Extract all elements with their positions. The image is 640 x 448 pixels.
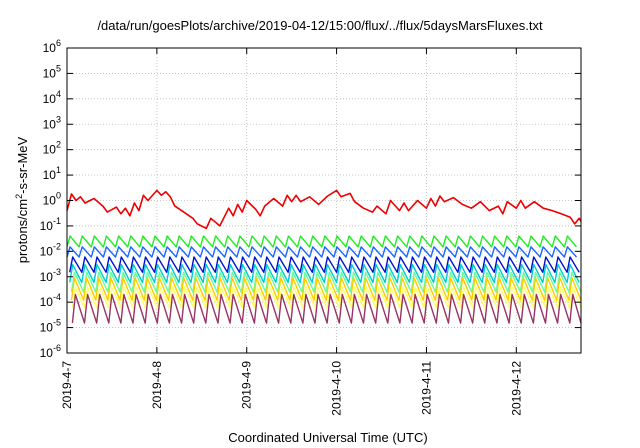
y-tick-label: 102 — [43, 140, 61, 157]
series-lines — [66, 189, 582, 324]
x-tick-label: 2019-4-7 — [60, 361, 74, 409]
x-axis-label: Coordinated Universal Time (UTC) — [228, 430, 428, 445]
y-tick-label: 103 — [43, 114, 61, 131]
series-line-1 — [66, 189, 582, 230]
y-axis-ticks: 10-6 10-5 10-4 10-3 10-2 10-1 100 101 102 103 104 1… — [40, 38, 581, 360]
x-axis-ticks: 2019-4-7 2019-4-8 2019-4-9 2019-4-10 2019-4-… — [60, 48, 523, 416]
series-line-8 — [71, 286, 582, 309]
y-tick-label: 10-2 — [40, 241, 61, 258]
series-line-6 — [70, 271, 582, 293]
x-tick-label: 2019-4-10 — [330, 361, 344, 416]
y-tick-label: 10-5 — [40, 318, 61, 335]
x-tick-label: 2019-4-11 — [419, 361, 433, 415]
y-tick-label: 10-3 — [40, 267, 61, 284]
series-line-2 — [66, 235, 578, 248]
y-tick-label: 105 — [43, 63, 61, 80]
series-line-4 — [69, 256, 580, 273]
series-line-9 — [71, 293, 582, 324]
x-tick-label: 2019-4-9 — [240, 361, 254, 409]
y-tick-label: 10-4 — [40, 292, 61, 309]
y-tick-label: 106 — [43, 38, 61, 55]
y-axis-label: protons/cm2-s-sr-MeV — [13, 136, 31, 264]
series-line-3 — [66, 246, 578, 258]
chart-title: /data/run/goesPlots/archive/2019-04-12/1… — [97, 18, 543, 33]
x-tick-label: 2019-4-8 — [150, 361, 164, 409]
y-tick-label: 101 — [43, 165, 61, 182]
series-line-5 — [69, 263, 580, 284]
x-tick-label: 2019-4-12 — [509, 361, 523, 416]
y-tick-label: 100 — [43, 191, 61, 208]
y-tick-label: 104 — [43, 89, 61, 106]
y-tick-label: 10-6 — [40, 343, 61, 360]
y-tick-label: 10-1 — [40, 216, 61, 233]
series-line-7 — [70, 277, 582, 301]
